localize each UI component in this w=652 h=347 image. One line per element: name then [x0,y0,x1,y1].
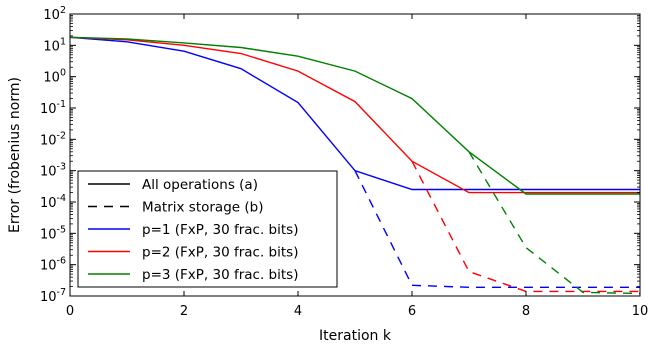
x-tick-label: 8 [522,304,530,319]
y-tick-label: 10-5 [40,224,66,242]
legend-label: Matrix storage (b) [142,200,263,216]
y-tick-label: 10-1 [40,99,66,117]
series-line-4 [354,170,640,288]
legend-label: p=3 (FxP, 30 frac. bits) [142,267,298,283]
y-axis-title: Error (frobenius norm) [7,77,23,233]
legend: All operations (a) Matrix storage (b) p=1 … [77,170,338,288]
legend-label: p=1 (FxP, 30 frac. bits) [142,222,298,238]
legend-label: p=2 (FxP, 30 frac. bits) [142,245,298,261]
y-tick-label: 10-3 [40,162,66,180]
series-line-2 [69,36,640,194]
y-tick-label: 101 [43,36,66,54]
x-tick-label: 0 [66,304,74,319]
x-tick-label: 4 [294,304,302,319]
y-tick-label: 10-2 [40,130,66,148]
x-tick-label: 6 [408,304,416,319]
plot-frame [69,13,641,297]
x-tick-label: 10 [632,304,649,319]
y-tick-label: 102 [43,5,66,23]
series-layer [69,36,641,295]
series-line-6 [468,151,641,295]
y-tick-label: 100 [43,68,66,86]
series-line-3 [69,36,640,195]
x-tick-label: 2 [180,304,188,319]
x-axis-title: Iteration k [319,328,392,344]
y-tick-label: 10-4 [40,193,66,211]
ticks-layer: 0 2 4 6 8 10 10-7 10-6 10-5 10-4 10-3 10-2 10-1 100 10… [40,5,648,319]
y-tick-label: 10-7 [40,287,66,305]
legend-label: All operations (a) [142,177,258,193]
series-line-1 [69,36,640,191]
y-tick-label: 10-6 [40,256,66,274]
